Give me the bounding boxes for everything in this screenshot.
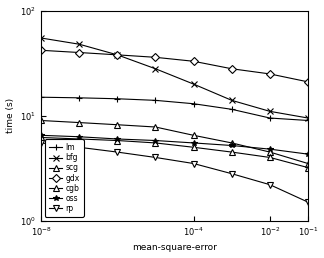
cgb [230, 150, 234, 154]
rp [115, 150, 119, 154]
gdx [268, 72, 272, 76]
gdx [306, 80, 310, 83]
cgb [306, 166, 310, 169]
rp [306, 201, 310, 204]
Line: lm: lm [38, 94, 311, 123]
Y-axis label: time (s): time (s) [6, 98, 15, 133]
X-axis label: mean-square-error: mean-square-error [132, 244, 217, 252]
Line: bfg: bfg [38, 35, 311, 121]
oss [306, 152, 310, 156]
cgb [192, 146, 196, 149]
gdx [154, 56, 157, 59]
rp [154, 156, 157, 159]
scg [230, 141, 234, 144]
lm [39, 96, 43, 99]
oss [230, 144, 234, 147]
oss [154, 139, 157, 142]
lm [306, 119, 310, 122]
rp [39, 141, 43, 144]
scg [77, 121, 81, 124]
lm [230, 108, 234, 111]
cgb [154, 141, 157, 144]
cgb [115, 139, 119, 142]
lm [268, 116, 272, 119]
oss [115, 138, 119, 141]
Line: cgb: cgb [38, 135, 311, 170]
scg [268, 150, 272, 154]
oss [77, 135, 81, 138]
bfg [230, 99, 234, 102]
bfg [306, 116, 310, 119]
scg [154, 125, 157, 128]
rp [77, 146, 81, 149]
bfg [268, 110, 272, 113]
Legend: lm, bfg, scg, gdx, cgb, oss, rp: lm, bfg, scg, gdx, cgb, oss, rp [45, 139, 84, 217]
gdx [77, 51, 81, 54]
gdx [230, 67, 234, 70]
cgb [268, 156, 272, 159]
cgb [77, 138, 81, 141]
rp [268, 183, 272, 186]
Line: oss: oss [38, 133, 311, 157]
scg [39, 119, 43, 122]
scg [115, 123, 119, 126]
Line: scg: scg [38, 118, 311, 166]
rp [192, 162, 196, 165]
gdx [39, 49, 43, 52]
Line: rp: rp [38, 140, 311, 205]
cgb [39, 136, 43, 139]
bfg [154, 67, 157, 70]
lm [77, 96, 81, 99]
bfg [192, 83, 196, 86]
scg [306, 162, 310, 165]
gdx [115, 53, 119, 57]
bfg [115, 53, 119, 57]
lm [115, 97, 119, 100]
rp [230, 172, 234, 175]
bfg [77, 43, 81, 46]
gdx [192, 60, 196, 63]
Line: gdx: gdx [38, 47, 311, 85]
bfg [39, 36, 43, 39]
lm [192, 102, 196, 105]
lm [154, 99, 157, 102]
scg [192, 134, 196, 137]
oss [39, 134, 43, 137]
oss [192, 141, 196, 144]
oss [268, 148, 272, 151]
